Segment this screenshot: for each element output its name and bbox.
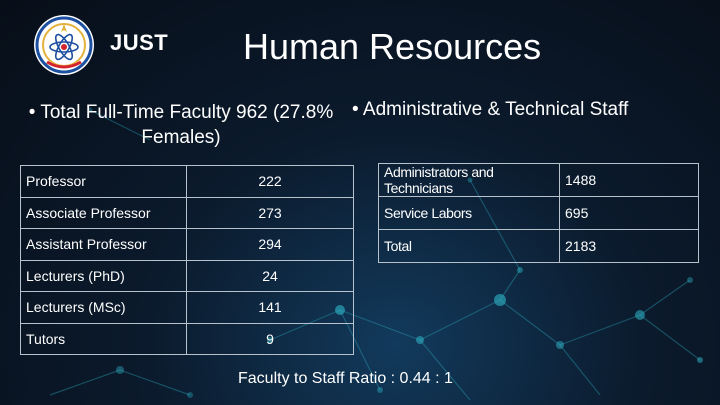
table-row: Total 2183 — [378, 229, 699, 263]
staff-category-cell: Service Labors — [378, 196, 560, 230]
faculty-count-cell: 9 — [186, 322, 354, 355]
faculty-rank-cell: Associate Professor — [20, 196, 187, 229]
faculty-count-cell: 24 — [186, 259, 354, 292]
faculty-rank-cell: Tutors — [20, 322, 187, 355]
faculty-rank-cell: Professor — [20, 165, 187, 198]
faculty-count-cell: 273 — [186, 196, 354, 229]
staff-count-cell: 2183 — [559, 229, 699, 263]
faculty-rank-cell: Lecturers (MSc) — [20, 291, 187, 324]
faculty-staff-ratio: Faculty to Staff Ratio : 0.44 : 1 — [238, 370, 453, 387]
staff-count-cell: 695 — [559, 196, 699, 230]
faculty-count-cell: 222 — [186, 165, 354, 198]
staff-category-cell: Administrators and Technicians — [378, 163, 560, 197]
university-logo — [34, 15, 94, 75]
staff-bullet-text: Administrative & Technical Staff — [362, 99, 629, 120]
faculty-rank-cell: Lecturers (PhD) — [20, 259, 187, 292]
staff-table: Administrators and Technicians 1488 Servi… — [378, 163, 699, 263]
table-row: Tutors 9 — [20, 322, 354, 355]
faculty-table: Professor 222 Associate Professor 273 Assi… — [20, 165, 354, 355]
table-row: Administrators and Technicians 1488 — [378, 163, 699, 197]
table-row: Lecturers (PhD) 24 — [20, 259, 354, 292]
faculty-bullet-text: Total Full-Time Faculty 962 (27.8% Femal… — [40, 102, 334, 148]
faculty-bullet: • Total Full-Time Faculty 962 (27.8% Fem… — [28, 102, 334, 148]
faculty-count-cell: 294 — [186, 228, 354, 261]
table-row: Assistant Professor 294 — [20, 228, 354, 261]
page-title: Human Resources — [243, 26, 542, 67]
staff-category-cell: Total — [378, 229, 560, 263]
faculty-count-cell: 141 — [186, 291, 354, 324]
table-row: Professor 222 — [20, 165, 354, 198]
brand-name: JUST — [110, 30, 169, 55]
faculty-rank-cell: Assistant Professor — [20, 228, 187, 261]
staff-count-cell: 1488 — [559, 163, 699, 197]
table-row: Service Labors 695 — [378, 196, 699, 230]
table-row: Lecturers (MSc) 141 — [20, 291, 354, 324]
table-row: Associate Professor 273 — [20, 196, 354, 229]
staff-bullet: • Administrative & Technical Staff — [352, 99, 629, 120]
